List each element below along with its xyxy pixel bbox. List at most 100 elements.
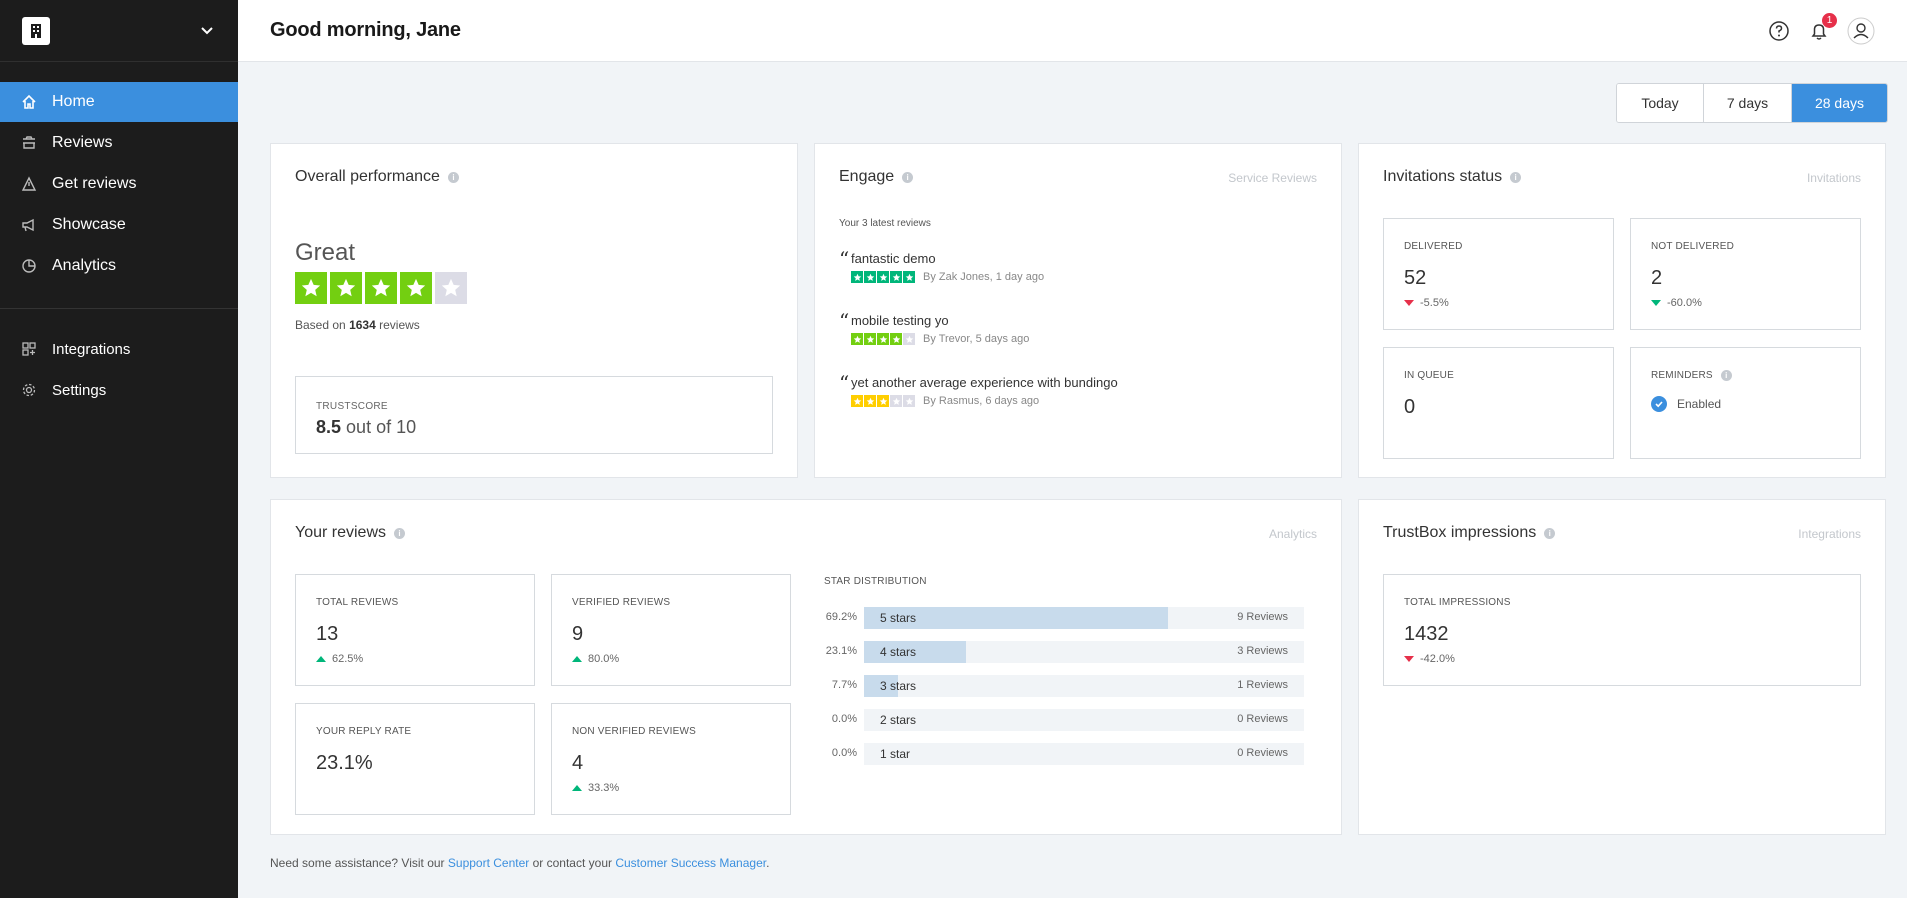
gear-icon bbox=[20, 381, 38, 399]
info-icon[interactable]: i bbox=[1544, 527, 1556, 539]
star-distribution-title: STAR DISTRIBUTION bbox=[824, 576, 927, 587]
bell-icon[interactable]: 1 bbox=[1807, 12, 1837, 43]
reminders-stat: REMINDERS i Enabled bbox=[1630, 347, 1861, 459]
stat-value: 1432 bbox=[1404, 623, 1449, 645]
page-title: Good morning, Jane bbox=[270, 19, 461, 41]
card-title: Engage i bbox=[839, 168, 914, 186]
sidebar-item-integrations[interactable]: Integrations bbox=[0, 329, 238, 369]
analytics-link[interactable]: Analytics bbox=[1268, 527, 1317, 541]
down-arrow-icon bbox=[1404, 656, 1414, 662]
info-icon[interactable]: i bbox=[394, 527, 406, 539]
date-range-toggle: Today 7 days 28 days bbox=[1616, 83, 1888, 123]
up-arrow-icon bbox=[572, 785, 582, 791]
secondary-nav: Integrations Settings bbox=[0, 329, 238, 410]
trustbox-impressions-card: TrustBox impressions i Integrations TOTA… bbox=[1358, 499, 1886, 835]
customer-success-manager-link[interactable]: Customer Success Manager bbox=[615, 856, 767, 870]
stat-value: 2 bbox=[1651, 267, 1663, 289]
info-icon[interactable]: i bbox=[1720, 370, 1732, 381]
range-7-days-button[interactable]: 7 days bbox=[1703, 84, 1791, 122]
distribution-percent: 7.7% bbox=[831, 679, 857, 691]
integrations-link[interactable]: Integrations bbox=[1798, 527, 1861, 541]
review-title: fantastic demo bbox=[851, 251, 936, 266]
sidebar-item-settings[interactable]: Settings bbox=[0, 370, 238, 410]
overall-performance-card: Overall performance i Great Based on 163… bbox=[270, 143, 798, 478]
distribution-count: 9 Reviews bbox=[1237, 611, 1288, 623]
stat-label: VERIFIED REVIEWS bbox=[572, 597, 671, 608]
star-distribution: STAR DISTRIBUTION 69.2% 5 stars 9 Reviews 2… bbox=[817, 500, 1327, 836]
star-empty-icon bbox=[903, 395, 915, 407]
star-icon bbox=[365, 272, 397, 304]
your-reviews-title: Your reviews bbox=[295, 524, 387, 541]
review-byline: By Trevor, 5 days ago bbox=[923, 333, 1030, 345]
help-icon[interactable] bbox=[1767, 19, 1791, 43]
sidebar-item-analytics[interactable]: Analytics bbox=[0, 246, 238, 286]
business-switcher[interactable] bbox=[0, 0, 238, 62]
stat-value: 13 bbox=[316, 623, 339, 645]
integrations-icon bbox=[20, 340, 38, 358]
distribution-bar-track: 2 stars 0 Reviews bbox=[864, 709, 1304, 731]
distribution-row[interactable]: 23.1% 4 stars 3 Reviews bbox=[817, 641, 1317, 663]
up-arrow-icon bbox=[316, 656, 326, 662]
range-today-button[interactable]: Today bbox=[1617, 84, 1703, 122]
user-avatar-icon[interactable] bbox=[1847, 17, 1875, 45]
sidebar-item-showcase[interactable]: Showcase bbox=[0, 205, 238, 245]
sidebar-item-get-reviews[interactable]: Get reviews bbox=[0, 164, 238, 204]
total-impressions-stat: TOTAL IMPRESSIONS 1432 -42.0% bbox=[1383, 574, 1861, 686]
stat-label: NON VERIFIED REVIEWS bbox=[572, 726, 697, 737]
star-icon bbox=[851, 395, 863, 407]
star-icon bbox=[903, 271, 915, 283]
down-arrow-icon bbox=[1404, 300, 1414, 306]
trustbox-impressions-title: TrustBox impressions bbox=[1383, 524, 1537, 541]
info-icon[interactable]: i bbox=[902, 171, 914, 183]
distribution-label: 2 stars bbox=[880, 713, 917, 727]
distribution-row[interactable]: 69.2% 5 stars 9 Reviews bbox=[817, 607, 1317, 629]
distribution-row[interactable]: 7.7% 3 stars 1 Reviews bbox=[817, 675, 1317, 697]
card-title: Overall performance i bbox=[295, 168, 459, 186]
info-icon[interactable]: i bbox=[447, 171, 459, 183]
invitations-link[interactable]: Invitations bbox=[1806, 171, 1861, 185]
range-28-days-button[interactable]: 28 days bbox=[1791, 84, 1887, 122]
service-reviews-link[interactable]: Service Reviews bbox=[1228, 171, 1317, 185]
card-title: Your reviews i bbox=[295, 524, 406, 542]
star-icon bbox=[864, 271, 876, 283]
info-icon[interactable]: i bbox=[1510, 171, 1522, 183]
stat-label: DELIVERED bbox=[1404, 241, 1463, 252]
trustscore-value: 8.5 out of 10 bbox=[316, 417, 417, 437]
star-icon bbox=[851, 333, 863, 345]
review-meta: By Zak Jones, 1 day ago bbox=[851, 271, 1044, 283]
star-icon bbox=[890, 333, 902, 345]
distribution-count: 1 Reviews bbox=[1237, 679, 1288, 691]
distribution-percent: 0.0% bbox=[831, 747, 857, 759]
star-icon bbox=[864, 395, 876, 407]
review-stars bbox=[851, 271, 915, 283]
stat-label: IN QUEUE bbox=[1404, 370, 1454, 381]
trustscore-box: TRUSTSCORE 8.5 out of 10 bbox=[295, 376, 773, 454]
star-icon bbox=[400, 272, 432, 304]
sidebar-item-label: Analytics bbox=[52, 257, 117, 274]
distribution-count: 0 Reviews bbox=[1237, 747, 1288, 759]
in-queue-stat: IN QUEUE 0 bbox=[1383, 347, 1614, 459]
chevron-down-icon[interactable] bbox=[198, 22, 216, 40]
delivered-stat: DELIVERED 52 -5.5% bbox=[1383, 218, 1614, 330]
stat-delta: -42.0% bbox=[1404, 653, 1455, 665]
review-stars bbox=[851, 333, 915, 345]
sidebar-item-reviews[interactable]: Reviews bbox=[0, 123, 238, 163]
home-icon bbox=[20, 93, 38, 111]
trustscore-label: TRUSTSCORE bbox=[316, 401, 388, 412]
quote-icon: “ bbox=[839, 309, 850, 333]
distribution-row[interactable]: 0.0% 1 star 0 Reviews bbox=[817, 743, 1317, 765]
invitations-status-title: Invitations status bbox=[1383, 168, 1503, 185]
sidebar-divider bbox=[0, 308, 238, 309]
star-empty-icon bbox=[890, 395, 902, 407]
distribution-row[interactable]: 0.0% 2 stars 0 Reviews bbox=[817, 709, 1317, 731]
distribution-label: 1 star bbox=[880, 747, 911, 761]
sidebar-item-home[interactable]: Home bbox=[0, 82, 238, 122]
verified-reviews-stat: VERIFIED REVIEWS 9 80.0% bbox=[551, 574, 791, 686]
star-icon bbox=[877, 395, 889, 407]
support-center-link[interactable]: Support Center bbox=[447, 856, 530, 870]
card-title: Invitations status i bbox=[1383, 168, 1522, 186]
review-byline: By Zak Jones, 1 day ago bbox=[923, 271, 1045, 283]
up-arrow-icon bbox=[572, 656, 582, 662]
star-empty-icon bbox=[435, 272, 467, 304]
distribution-percent: 0.0% bbox=[831, 713, 857, 725]
